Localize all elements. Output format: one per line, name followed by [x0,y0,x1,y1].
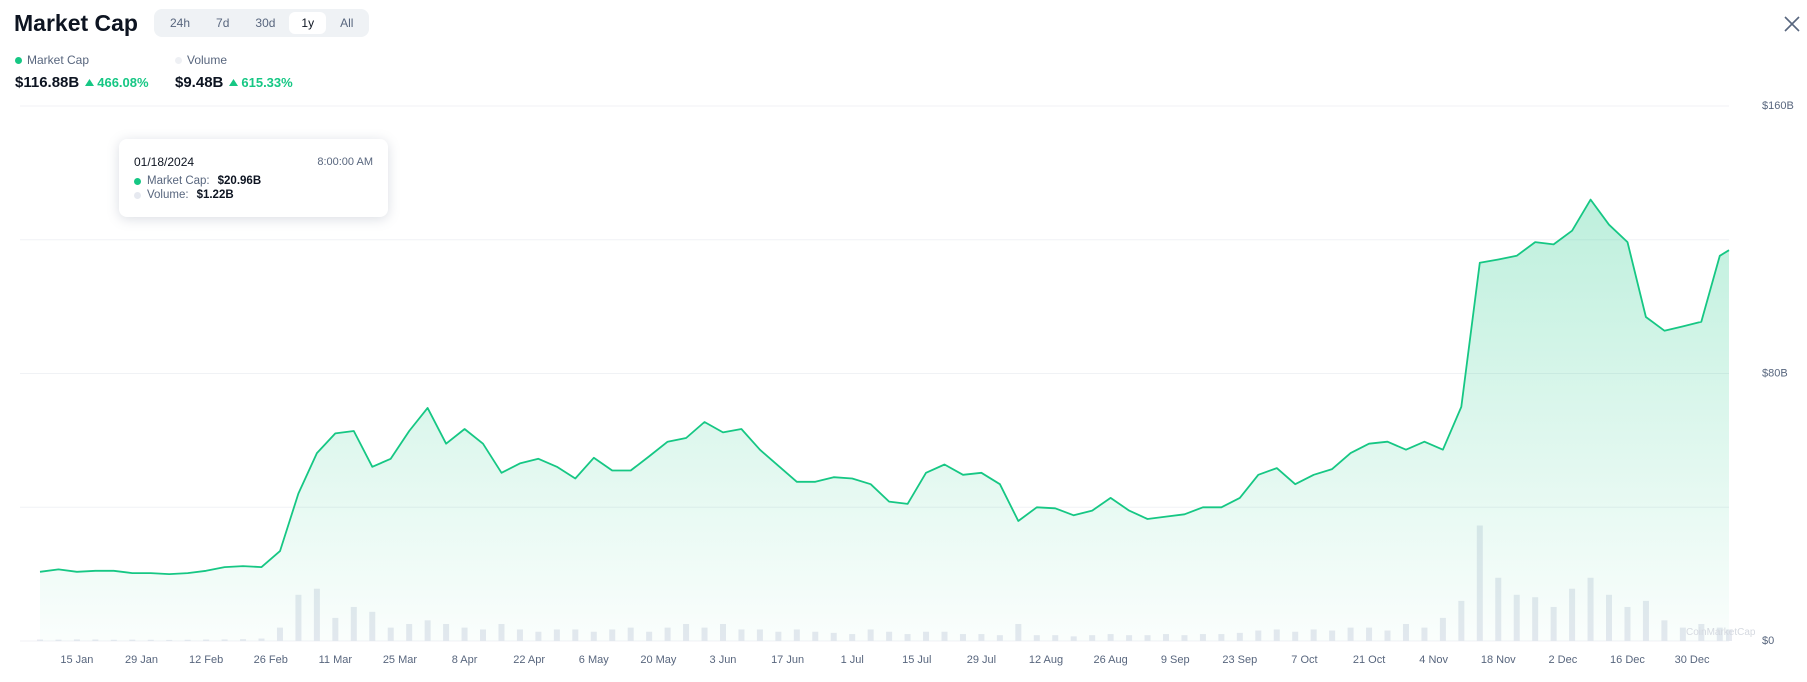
range-tab[interactable]: 7d [216,16,230,30]
x-tick-label: 26 Feb [254,654,288,666]
tooltip-dot [134,177,141,185]
change: 615.33% [229,75,293,90]
x-tick-label: 8 Apr [452,654,478,666]
watermark: CoinMarketCap [1686,627,1756,638]
x-tick-label: 15 Jan [60,654,93,666]
range-tab[interactable]: All [340,16,354,30]
x-tick-label: 29 Jan [125,654,158,666]
tooltip-date: 01/18/2024 [134,155,195,169]
x-tick-label: 22 Apr [513,654,545,666]
x-tick-label: 4 Nov [1419,654,1448,666]
x-tick-label: 30 Dec [1675,654,1710,666]
x-tick-label: 1 Jul [841,654,864,666]
tooltip-label: Market Cap: [147,175,210,187]
up-arrow [85,79,95,86]
x-tick-label: 3 Jun [710,654,737,666]
tooltip-dot [134,191,141,199]
market-cap-summary: $116.88B 466.08% [15,74,149,91]
x-tick-label: 2 Dec [1548,654,1577,666]
legend-label: Market Cap [27,53,90,67]
area [40,199,1729,641]
x-tick-label: 17 Jun [771,654,804,666]
close-button[interactable] [1782,14,1802,34]
x-tick-label: 12 Aug [1029,654,1063,666]
x-tick-label: 11 Mar [319,654,353,666]
range-tab[interactable]: 30d [255,16,276,30]
legend-label: Volume [187,53,228,67]
legend-volume: Volume [175,53,227,67]
range-tabs: 24h 7d 30d 1y All [154,9,370,37]
up-arrow [229,79,239,86]
line [39,198,1730,575]
tooltip-value: $20.96B [217,175,262,187]
legend-market-cap: Market Cap [15,53,89,67]
range-tab[interactable]: 1y [289,12,327,34]
tooltip: 01/18/2024 8:00:00 AM Market Cap: $20.96… [119,139,388,217]
legend-dot [175,56,182,64]
x-tick-label: 25 Mar [383,654,418,666]
x-tick-label: 7 Oct [1291,654,1317,666]
y-tick-label: $80B [1762,367,1788,379]
x-tick-label: 18 Nov [1481,654,1516,666]
x-tick-label: 15 Jul [902,654,931,666]
x-tick-label: 12 Feb [189,654,223,666]
change: 466.08% [85,75,149,90]
x-tick-label: 21 Oct [1353,654,1385,666]
x-tick-label: 6 May [579,654,609,666]
current-value: $9.48B [175,74,224,91]
volume-summary: $9.48B 615.33% [175,74,293,91]
y-tick-label: $160B [1762,100,1794,112]
tooltip-label: Volume: [147,189,189,201]
tooltip-row: Volume: $1.22B [134,189,234,201]
change-value: 615.33% [241,75,293,90]
legend-dot [15,56,22,64]
change-value: 466.08% [97,75,149,90]
x-tick-label: 20 May [640,654,677,666]
range-tab[interactable]: 24h [170,16,191,30]
x-tick-label: 26 Aug [1093,654,1127,666]
tooltip-time: 8:00:00 AM [317,156,373,168]
tooltip-value: $1.22B [196,189,234,201]
page-title: Market Cap [14,10,138,36]
x-tick-label: 29 Jul [967,654,996,666]
tooltip-row: Market Cap: $20.96B [134,175,261,187]
x-tick-label: 23 Sep [1222,654,1257,666]
current-value: $116.88B [15,74,80,91]
x-tick-label: 16 Dec [1610,654,1645,666]
y-tick-label: $0 [1762,635,1774,647]
x-tick-label: 9 Sep [1161,654,1190,666]
